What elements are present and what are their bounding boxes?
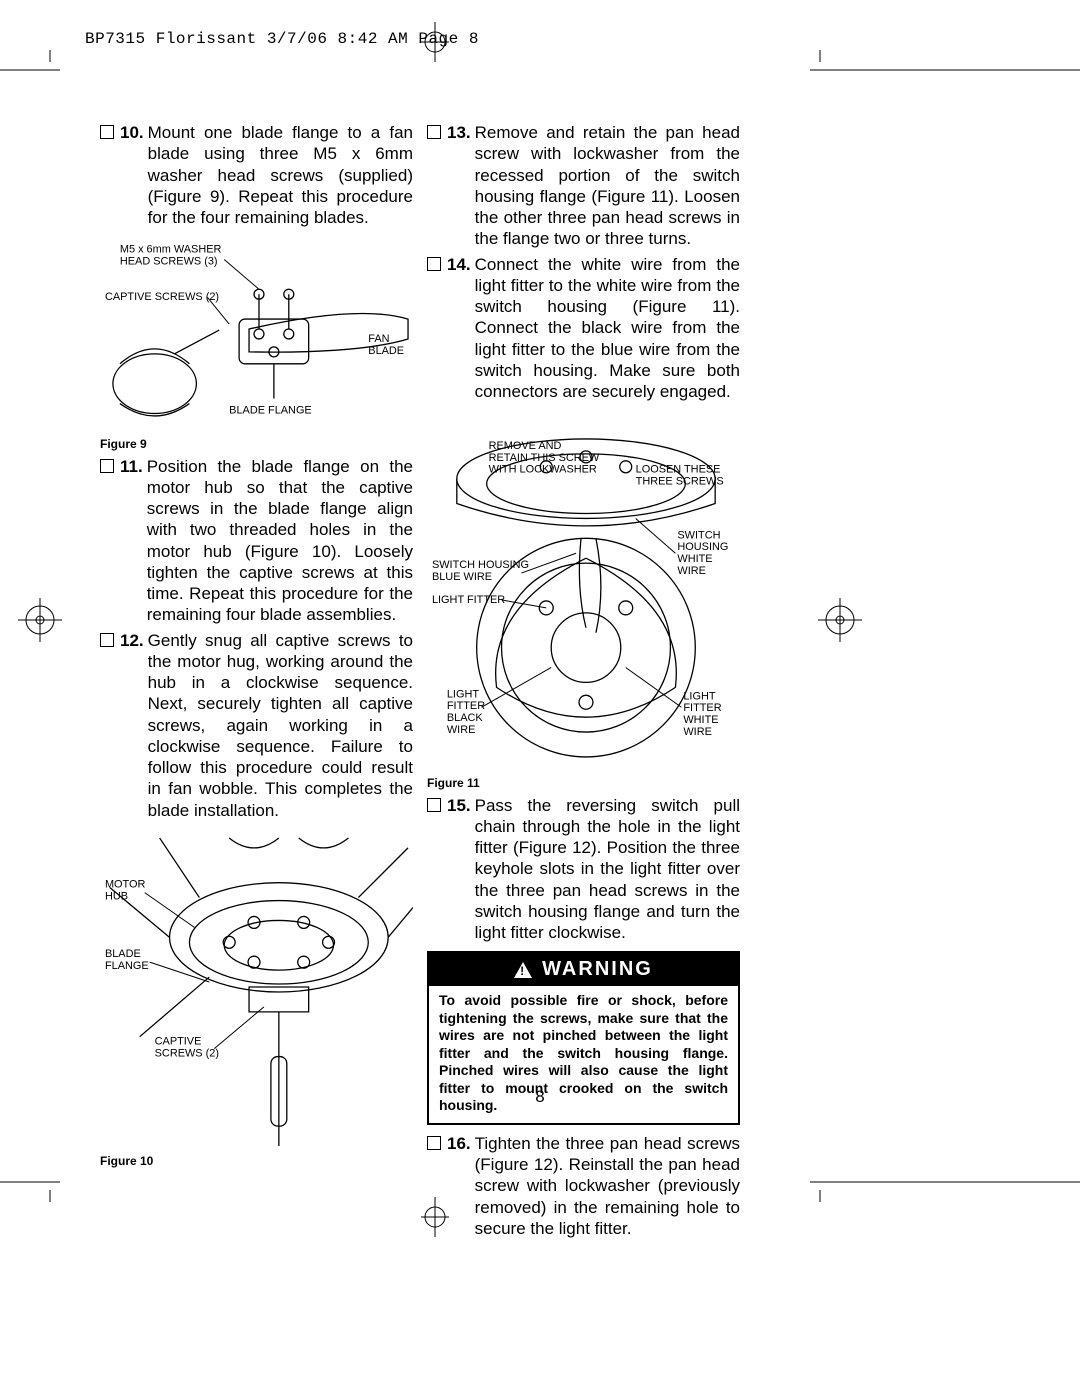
content-area: 10. Mount one blade flange to a fan blad… <box>100 122 740 1243</box>
fig10-label-a: MOTOR <box>105 878 146 890</box>
checkbox-icon <box>427 798 441 812</box>
fig10-label-b: HUB <box>105 890 128 902</box>
header-line: BP7315 Florissant 3/7/06 8:42 AM Page 8 <box>85 30 479 48</box>
step-10: 10. Mount one blade flange to a fan blad… <box>100 122 413 228</box>
crop-mark-ml <box>0 590 80 650</box>
fig10-label-e: CAPTIVE <box>155 1035 202 1047</box>
step-number: 12. <box>120 630 144 651</box>
crop-mark-bl <box>0 1162 80 1202</box>
figure-9-label: Figure 9 <box>100 437 413 452</box>
fig11-label-m: LIGHT <box>447 689 479 701</box>
checkbox-icon <box>427 257 441 271</box>
crop-mark-tr <box>790 50 1080 90</box>
checkbox-icon <box>100 125 114 139</box>
fig11-label-f: SWITCH <box>677 530 720 542</box>
checkbox-icon <box>100 459 114 473</box>
figure-10-label: Figure 10 <box>100 1154 413 1169</box>
step-text: Remove and retain the pan head screw wit… <box>475 122 740 250</box>
fig11-label-n: FITTER <box>447 700 485 712</box>
figure-10: MOTOR HUB BLADE FLANGE CAPTIVE SCREWS (2… <box>100 827 413 1169</box>
fig9-label-a: M5 x 6mm WASHER <box>120 244 222 256</box>
crop-mark-mr <box>800 590 880 650</box>
step-text: Gently snug all captive screws to the mo… <box>148 630 413 821</box>
left-column: 10. Mount one blade flange to a fan blad… <box>100 122 413 1243</box>
warning-triangle-icon <box>514 962 532 978</box>
fig11-label-c: WITH LOCKWASHER <box>489 464 597 476</box>
checkbox-icon <box>100 633 114 647</box>
step-number: 15. <box>447 795 471 816</box>
fig11-label-h: WHITE <box>677 553 712 565</box>
warning-body: To avoid possible fire or shock, before … <box>429 986 738 1123</box>
fig11-label-i: WIRE <box>677 565 706 577</box>
fig11-label-e: THREE SCREWS <box>636 476 724 488</box>
checkbox-icon <box>427 1136 441 1150</box>
step-text: Position the blade flange on the motor h… <box>147 456 413 626</box>
page: BP7315 Florissant 3/7/06 8:42 AM Page 8 … <box>0 0 1080 1397</box>
figure-9: M5 x 6mm WASHER HEAD SCREWS (3) CAPTIVE … <box>100 234 413 451</box>
step-11: 11. Position the blade flange on the mot… <box>100 456 413 626</box>
crop-mark-br <box>790 1162 1080 1202</box>
step-15: 15. Pass the reversing switch pull chain… <box>427 795 740 944</box>
figure-11-label: Figure 11 <box>427 776 740 791</box>
warning-title: WARNING <box>542 957 653 982</box>
step-text: Connect the white wire from the light fi… <box>475 254 740 403</box>
fig11-label-o: BLACK <box>447 712 484 724</box>
fig11-label-l: LIGHT FITTER <box>432 594 505 606</box>
step-number: 14. <box>447 254 471 275</box>
fig11-label-a: REMOVE AND <box>489 440 562 452</box>
step-16: 16. Tighten the three pan head screws (F… <box>427 1133 740 1239</box>
step-number: 11. <box>120 456 143 477</box>
step-number: 10. <box>120 122 144 143</box>
fig11-label-t: WIRE <box>683 726 712 738</box>
step-number: 13. <box>447 122 471 143</box>
fig9-label-d: FAN <box>368 333 389 345</box>
warning-box: WARNING To avoid possible fire or shock,… <box>427 951 740 1125</box>
fig11-label-p: WIRE <box>447 724 476 736</box>
step-13: 13. Remove and retain the pan head screw… <box>427 122 740 250</box>
fig11-label-k: BLUE WIRE <box>432 571 492 583</box>
fig11-label-d: LOOSEN THESE <box>636 464 721 476</box>
figure-11: REMOVE AND RETAIN THIS SCREW WITH LOCKWA… <box>427 408 740 790</box>
fig9-label-b: HEAD SCREWS (3) <box>120 256 218 268</box>
step-number: 16. <box>447 1133 471 1154</box>
fig10-label-c: BLADE <box>105 948 141 960</box>
fig11-label-q: LIGHT <box>683 691 715 703</box>
fig11-label-b: RETAIN THIS SCREW <box>489 452 600 464</box>
warning-header: WARNING <box>429 953 738 986</box>
fig11-label-r: FITTER <box>683 702 721 714</box>
step-12: 12. Gently snug all captive screws to th… <box>100 630 413 821</box>
fig11-label-j: SWITCH HOUSING <box>432 559 529 571</box>
checkbox-icon <box>427 125 441 139</box>
fig9-label-c: CAPTIVE SCREWS (2) <box>105 291 219 303</box>
fig9-label-e: BLADE <box>368 345 404 357</box>
fig10-label-f: SCREWS (2) <box>155 1047 219 1059</box>
step-14: 14. Connect the white wire from the ligh… <box>427 254 740 403</box>
fig11-label-s: WHITE <box>683 714 718 726</box>
fig11-label-g: HOUSING <box>677 541 728 553</box>
page-number: 8 <box>535 1087 544 1107</box>
fig10-label-d: FLANGE <box>105 960 149 972</box>
step-text: Pass the reversing switch pull chain thr… <box>475 795 740 944</box>
fig9-label-f: BLADE FLANGE <box>229 405 312 417</box>
right-column: 13. Remove and retain the pan head screw… <box>427 122 740 1243</box>
crop-mark-tl <box>0 50 80 90</box>
step-text: Mount one blade flange to a fan blade us… <box>148 122 413 228</box>
step-text: Tighten the three pan head screws (Figur… <box>475 1133 740 1239</box>
